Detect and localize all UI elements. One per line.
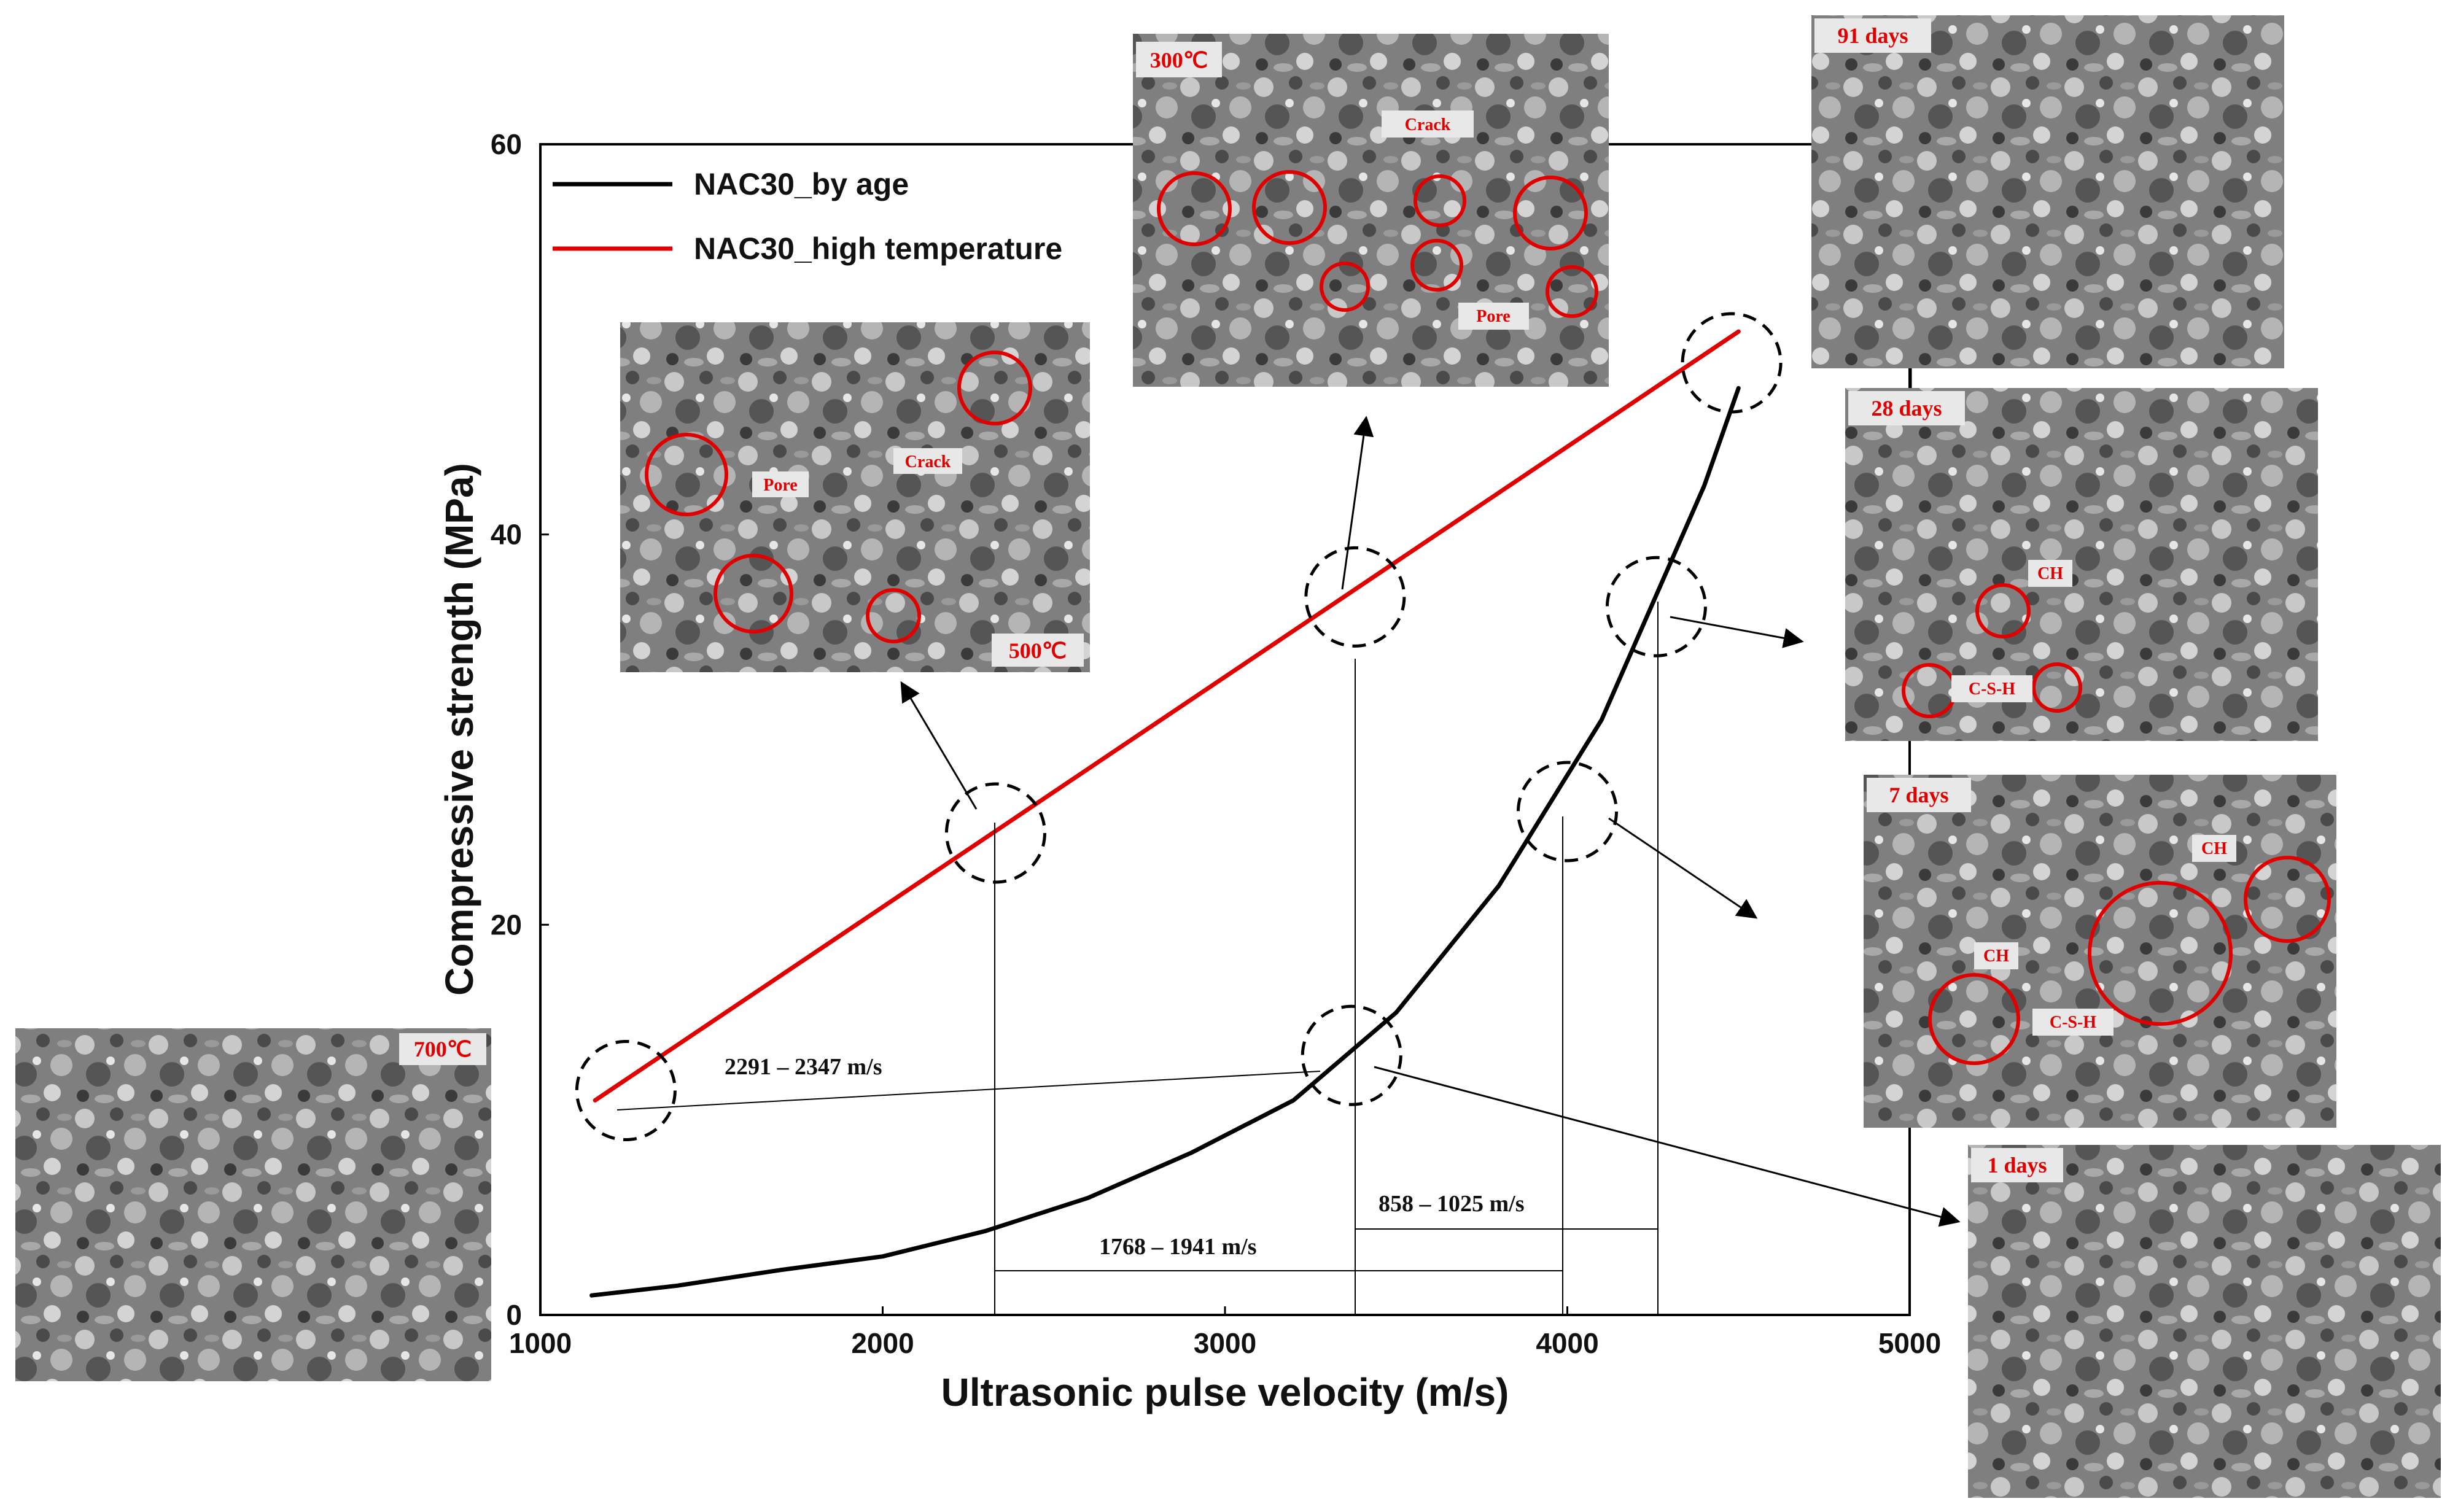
point-marker bbox=[1304, 546, 1406, 648]
x-tick-label: 3000 bbox=[1194, 1327, 1256, 1359]
micrograph-28-days: 28 days CH C-S-H bbox=[1845, 388, 2318, 741]
series-layer bbox=[589, 329, 1741, 1298]
range-annotation-age-7-28: 1768 – 1941 m/s bbox=[1099, 1234, 1257, 1260]
legend: NAC30_by age NAC30_high temperature bbox=[553, 167, 1062, 266]
micrograph-91-days: 91 days bbox=[1811, 15, 2284, 368]
micrograph-label-91-days: 91 days bbox=[1837, 23, 1908, 48]
micrograph-label-28-days: 28 days bbox=[1871, 396, 1942, 421]
point-markers bbox=[575, 312, 1783, 1141]
point-marker bbox=[575, 1039, 677, 1141]
feature-label-ch-28-days: CH bbox=[2037, 564, 2063, 583]
range-annotation-700: 2291 – 2347 m/s bbox=[725, 1054, 882, 1080]
y-tick-label: 20 bbox=[491, 909, 522, 940]
feature-label-pore-300c: Pore bbox=[1476, 307, 1510, 326]
point-marker bbox=[1301, 1004, 1402, 1106]
series-line-high-temperature bbox=[593, 329, 1741, 1103]
point-marker bbox=[1605, 556, 1707, 657]
micrograph-7-days: 7 days CH CH C-S-H bbox=[1864, 775, 2336, 1128]
feature-label-ch-7-days-right: CH bbox=[2201, 839, 2227, 858]
x-axis-ticks: 1000 2000 3000 4000 5000 bbox=[509, 1306, 1941, 1359]
y-tick-label: 40 bbox=[491, 519, 522, 551]
point-marker bbox=[944, 782, 1046, 884]
y-tick-label: 0 bbox=[506, 1299, 522, 1331]
micrograph-label-7-days: 7 days bbox=[1889, 783, 1948, 807]
feature-label-csh-28-days: C-S-H bbox=[1969, 680, 2015, 699]
x-tick-label: 4000 bbox=[1536, 1327, 1598, 1359]
micrograph-label-300c: 300℃ bbox=[1150, 48, 1208, 72]
y-axis-label: Compressive strength (MPa) bbox=[437, 463, 481, 996]
y-axis-ticks: 0 20 40 60 bbox=[491, 128, 549, 1331]
legend-label-age: NAC30_by age bbox=[694, 167, 909, 201]
guide-lines bbox=[616, 602, 1659, 1315]
x-tick-label: 1000 bbox=[509, 1327, 572, 1359]
micrograph-500c: Pore Crack 500℃ bbox=[620, 322, 1090, 672]
y-tick-label: 60 bbox=[491, 128, 522, 160]
micrograph-label-700c: 700℃ bbox=[414, 1037, 472, 1061]
series-line-by-age bbox=[589, 386, 1741, 1298]
feature-label-crack-500c: Crack bbox=[905, 452, 951, 471]
x-axis-label: Ultrasonic pulse velocity (m/s) bbox=[941, 1370, 1509, 1414]
micrograph-300c: 300℃ Crack Pore bbox=[1133, 34, 1609, 387]
callout-arrows bbox=[900, 368, 1961, 1227]
range-annotation-age-28-91: 858 – 1025 m/s bbox=[1379, 1191, 1525, 1217]
feature-label-csh-7-days: C-S-H bbox=[2050, 1013, 2096, 1032]
feature-label-pore-500c: Pore bbox=[763, 476, 797, 495]
micrograph-label-1-days: 1 days bbox=[1987, 1153, 2047, 1177]
point-marker bbox=[1517, 761, 1618, 863]
micrograph-700c: 700℃ bbox=[15, 1028, 491, 1381]
micrograph-1-days: 1 days bbox=[1968, 1145, 2441, 1498]
micrograph-label-500c: 500℃ bbox=[1009, 638, 1067, 663]
point-marker bbox=[1681, 312, 1783, 414]
feature-label-crack-300c: Crack bbox=[1405, 115, 1451, 134]
x-tick-label: 5000 bbox=[1878, 1327, 1941, 1359]
feature-label-ch-7-days-left: CH bbox=[1983, 947, 2009, 966]
legend-label-temperature: NAC30_high temperature bbox=[694, 231, 1062, 266]
x-tick-label: 2000 bbox=[851, 1327, 914, 1359]
